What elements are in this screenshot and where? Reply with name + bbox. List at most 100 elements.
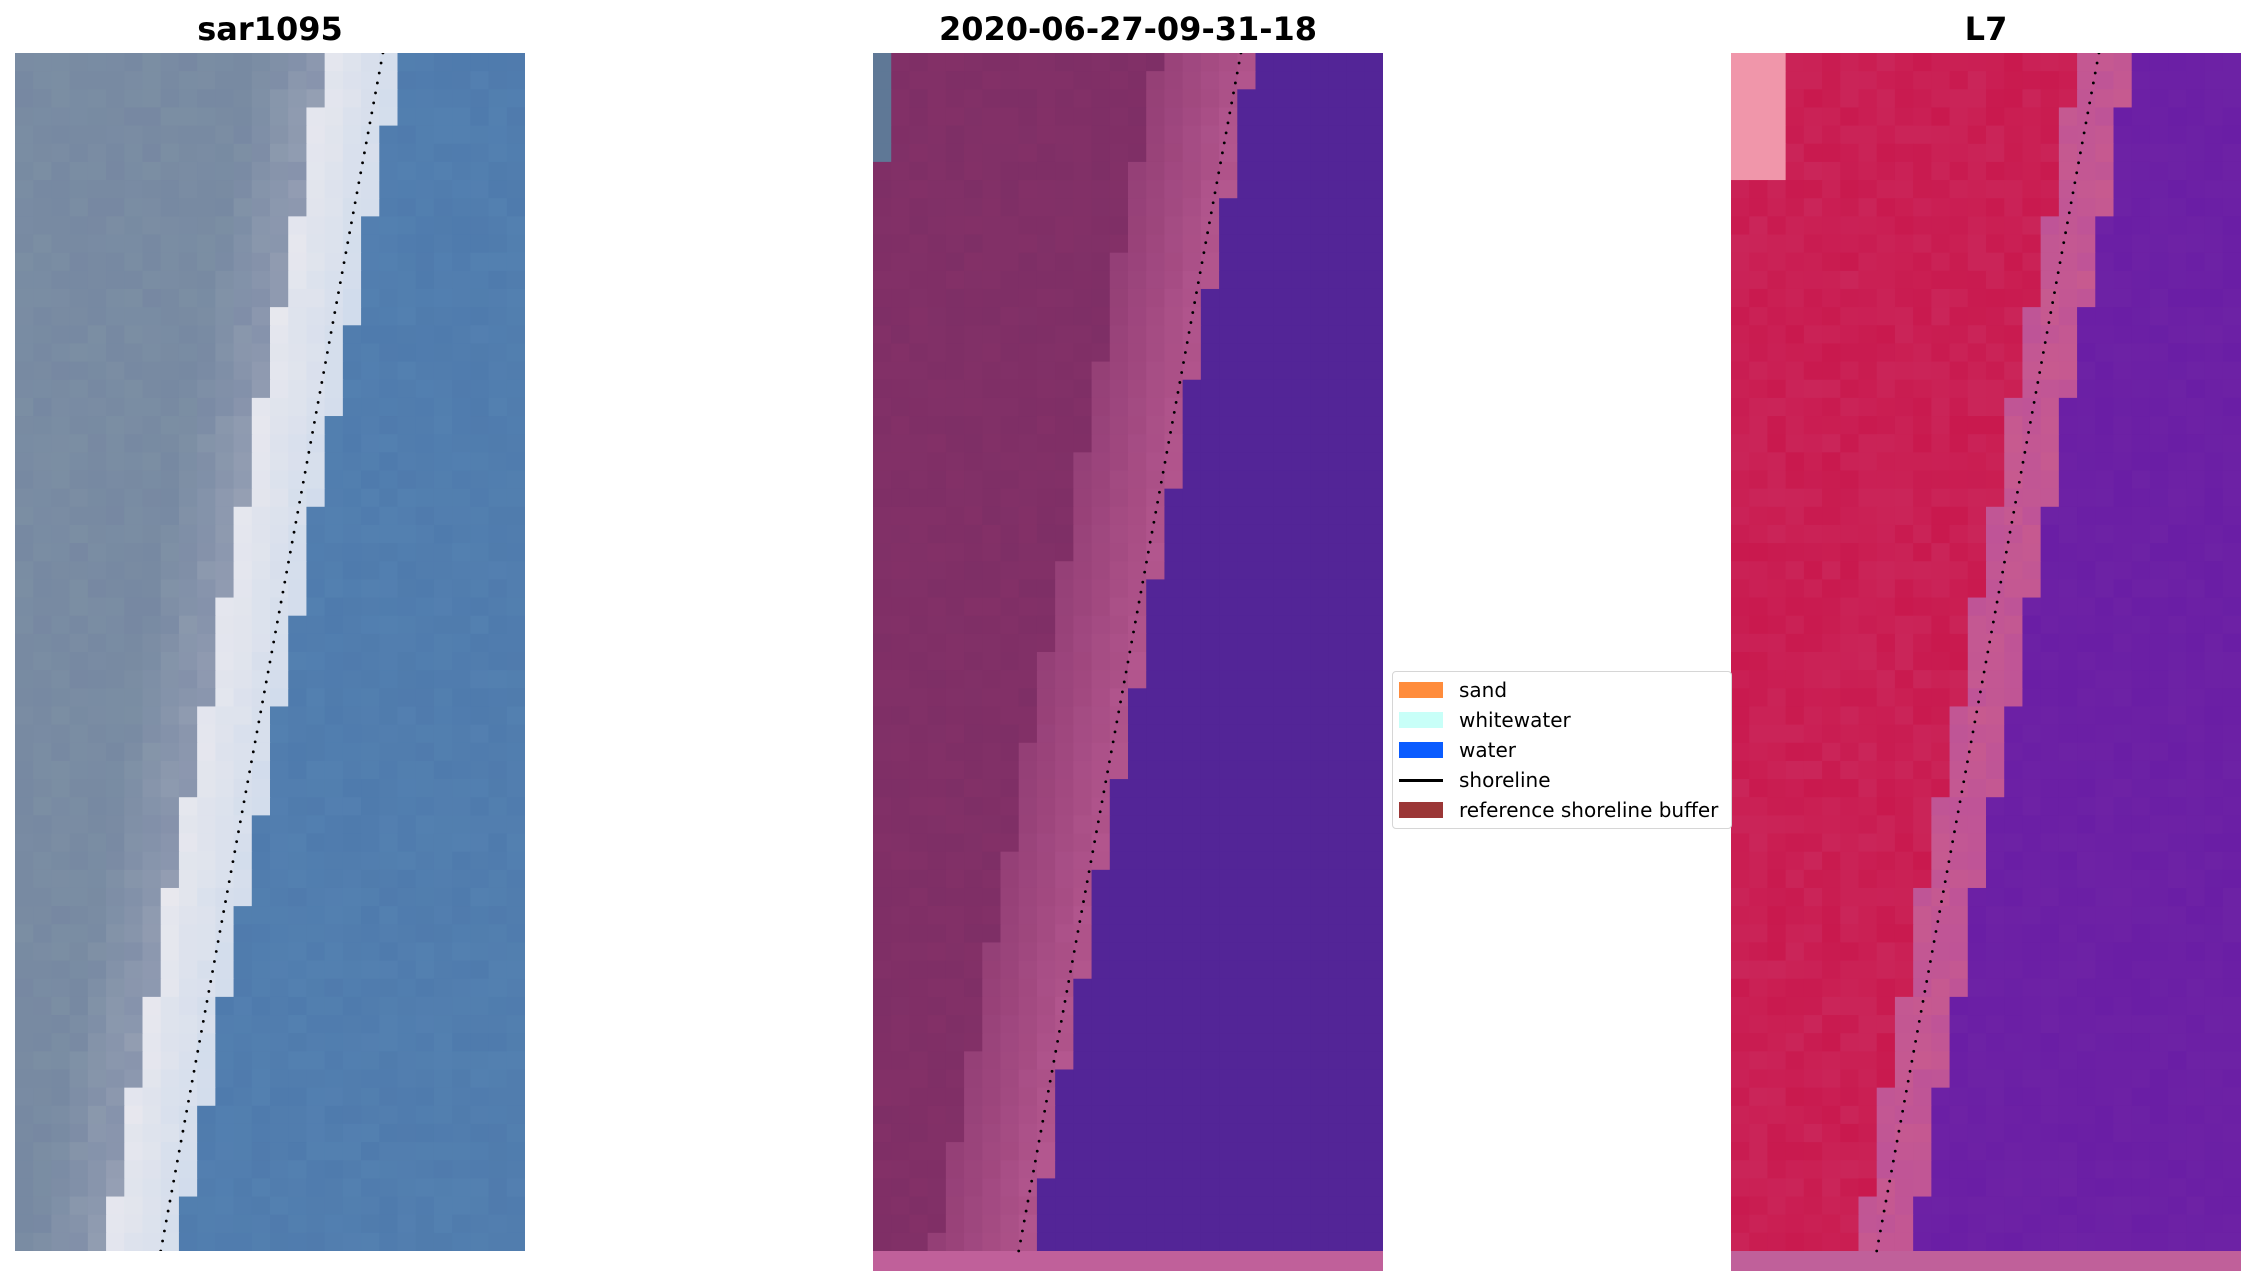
- shoreline-point: [1932, 940, 1936, 943]
- shoreline-point: [342, 261, 346, 265]
- shoreline-point: [375, 81, 379, 85]
- shoreline-point: [1219, 161, 1222, 165]
- shoreline-point: [1148, 540, 1152, 544]
- shoreline-point: [1193, 301, 1197, 304]
- shoreline-point: [1217, 171, 1221, 175]
- shoreline-point: [179, 1139, 183, 1143]
- shoreline-point: [201, 1019, 205, 1023]
- legend-item-whitewater: whitewater: [1399, 705, 1571, 735]
- shoreline-point: [1139, 590, 1143, 594]
- shoreline-point: [2084, 121, 2088, 125]
- index-image: [1731, 53, 2241, 1271]
- legend-item-water: water: [1399, 735, 1516, 765]
- shoreline-point: [250, 760, 253, 764]
- shoreline-point: [253, 740, 257, 744]
- shoreline-point: [263, 690, 266, 694]
- legend-item-sand: sand: [1399, 675, 1507, 705]
- shoreline-point: [307, 450, 311, 454]
- shoreline-point: [2093, 71, 2097, 75]
- shoreline-point: [1165, 450, 1169, 454]
- shoreline-point: [207, 990, 211, 993]
- shoreline-point: [1133, 620, 1137, 624]
- shoreline-point: [1100, 800, 1104, 804]
- shoreline-point: [1096, 820, 1100, 824]
- legend-item-shoreline: shoreline: [1399, 765, 1551, 795]
- shoreline-point: [2088, 101, 2092, 105]
- shoreline-point: [1903, 1099, 1906, 1103]
- shoreline-point: [2032, 401, 2036, 404]
- shoreline-point: [1189, 321, 1193, 324]
- shoreline-point: [1154, 510, 1158, 514]
- shoreline-point: [331, 321, 335, 324]
- shoreline-point: [1182, 361, 1185, 364]
- shoreline-point: [242, 800, 246, 804]
- shoreline-point: [337, 291, 340, 294]
- shoreline-point: [266, 670, 270, 674]
- shoreline-point: [355, 191, 359, 195]
- shoreline-point: [2019, 470, 2023, 474]
- shoreline-point: [374, 91, 377, 95]
- shoreline-point: [1108, 760, 1111, 764]
- shoreline-point: [275, 620, 279, 624]
- shoreline-point: [1967, 750, 1971, 754]
- shoreline-point: [305, 460, 309, 464]
- shoreline-point: [1061, 1010, 1065, 1013]
- shoreline-point: [1891, 1159, 1895, 1163]
- shoreline-point: [301, 480, 305, 484]
- shoreline-point: [1183, 351, 1187, 354]
- legend-label-whitewater: whitewater: [1459, 708, 1571, 732]
- shoreline-point: [1196, 281, 1200, 285]
- shoreline-point: [2079, 151, 2082, 155]
- shoreline-point: [172, 1179, 176, 1183]
- shoreline-point: [1914, 1039, 1918, 1043]
- shoreline-point: [1121, 690, 1124, 694]
- shoreline-point: [348, 231, 351, 235]
- shoreline-point: [1906, 1079, 1910, 1083]
- shoreline-point: [237, 830, 240, 834]
- shoreline-point: [1975, 710, 1979, 714]
- shoreline-point: [2045, 331, 2049, 334]
- shoreline-point: [2082, 131, 2086, 135]
- shoreline-point: [248, 770, 252, 774]
- shoreline-point: [1143, 570, 1147, 574]
- shoreline-point: [235, 840, 239, 844]
- shoreline-point: [1910, 1059, 1914, 1063]
- shoreline-point: [292, 530, 296, 534]
- shoreline-point: [1072, 950, 1076, 953]
- buffer-swatch: [1399, 802, 1443, 818]
- shoreline-point: [274, 630, 277, 634]
- shoreline-point: [351, 211, 355, 215]
- shoreline-point: [1035, 1149, 1039, 1153]
- shoreline-point: [1233, 81, 1237, 85]
- shoreline-point: [1953, 830, 1956, 834]
- middle-panel-title: 2020-06-27-09-31-18: [938, 10, 1318, 48]
- whitewater-swatch: [1399, 712, 1443, 728]
- legend-label-sand: sand: [1459, 678, 1508, 702]
- shoreline-point: [161, 1239, 164, 1243]
- right-panel-title: L7: [1964, 10, 2008, 48]
- shoreline-point: [2077, 161, 2080, 165]
- shoreline-point: [2030, 411, 2034, 414]
- shoreline-point: [1195, 291, 1198, 294]
- shoreline-point: [1071, 960, 1074, 963]
- shoreline-point: [2091, 81, 2095, 85]
- shoreline-point: [368, 121, 372, 125]
- shoreline-point: [1995, 600, 1999, 604]
- shoreline-point: [1204, 241, 1208, 245]
- shoreline-point: [1065, 990, 1069, 993]
- shoreline-point: [2041, 351, 2045, 354]
- shoreline-point: [1046, 1089, 1050, 1093]
- shoreline-point: [314, 411, 318, 414]
- shoreline-point: [1161, 470, 1165, 474]
- shoreline-point: [288, 550, 292, 554]
- shoreline-point: [264, 680, 268, 684]
- shoreline-point: [1938, 910, 1942, 913]
- shoreline-point: [257, 720, 261, 724]
- shoreline-point: [1185, 341, 1189, 344]
- shoreline-point: [1172, 411, 1176, 414]
- shoreline-point: [1951, 840, 1955, 844]
- shoreline-point: [192, 1069, 196, 1073]
- shoreline-point: [1119, 700, 1122, 704]
- shoreline-point: [1895, 1139, 1899, 1143]
- shoreline-point: [2073, 181, 2077, 185]
